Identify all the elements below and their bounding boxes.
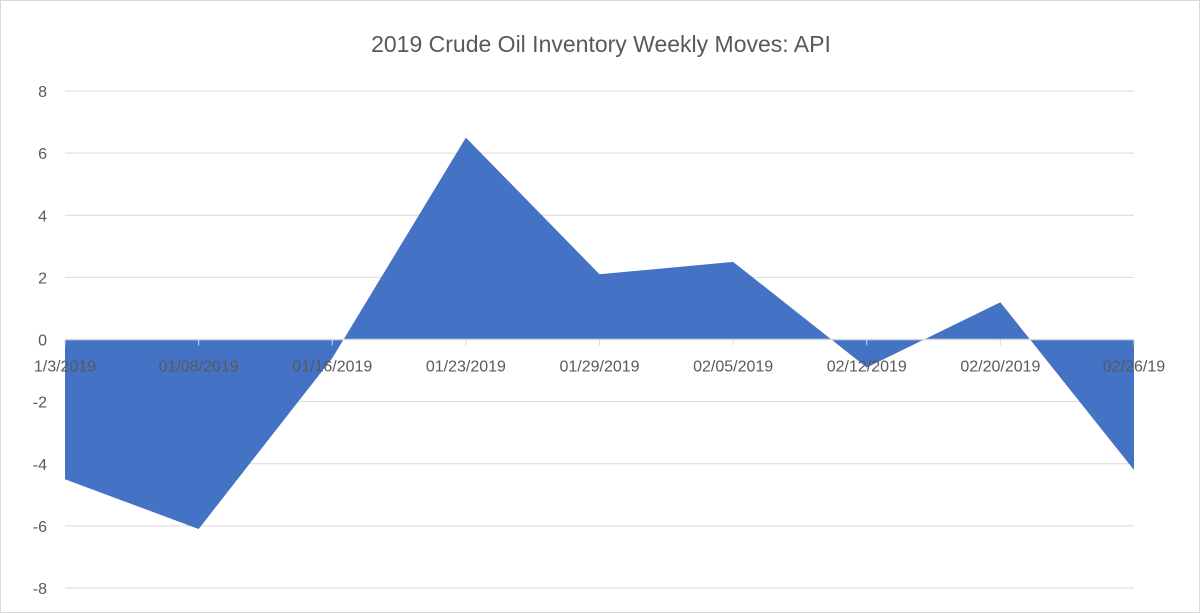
y-tick-label: 2 — [38, 270, 47, 287]
y-tick-label: -8 — [33, 581, 47, 598]
y-tick-label: -2 — [33, 395, 47, 412]
x-tick-label: 02/26/19 — [1103, 359, 1165, 376]
y-tick-label: 8 — [38, 84, 47, 101]
x-tick-label: 01/16/2019 — [292, 359, 372, 376]
x-tick-label: 02/20/2019 — [960, 359, 1040, 376]
y-tick-label: 0 — [38, 333, 47, 350]
x-tick-label: 02/12/2019 — [827, 359, 907, 376]
area-series-api — [65, 138, 1134, 529]
y-tick-label: -6 — [33, 519, 47, 536]
y-tick-label: 4 — [38, 208, 47, 225]
x-tick-label: 01/23/2019 — [426, 359, 506, 376]
x-tick-label: 01/08/2019 — [159, 359, 239, 376]
y-tick-label: -4 — [33, 457, 47, 474]
y-tick-label: 6 — [38, 146, 47, 163]
x-tick-label: 01/29/2019 — [559, 359, 639, 376]
x-tick-label: 02/05/2019 — [693, 359, 773, 376]
x-tick-label: 1/3/2019 — [34, 359, 96, 376]
